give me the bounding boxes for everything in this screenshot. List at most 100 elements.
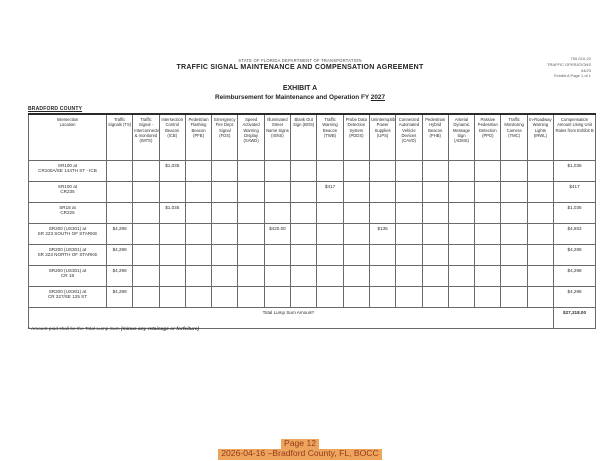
agreement-title: TRAFFIC SIGNAL MAINTENANCE AND COMPENSAT… [176, 64, 424, 71]
total-value-cell: $27,318.00 [553, 306, 597, 329]
device-amount-cell [342, 264, 370, 287]
device-amount-cell [211, 264, 239, 287]
device-amount-cell [158, 222, 186, 245]
doc-label-highlight: 2026-04-16 –Bradford County, FL, BOCC [218, 448, 382, 460]
header-device-1: Traffic Signal - Interconnected & monito… [132, 113, 160, 161]
header-compensation: Compensation Amount Using Unit Rates fro… [553, 113, 597, 161]
table-header-row: Intersection Location Traffic Signals (TS… [28, 113, 597, 161]
device-amount-cell [211, 201, 239, 224]
footnote-text: * Amount paid shall be the Total Lump Su… [28, 327, 121, 332]
device-amount-cell [368, 159, 397, 182]
device-amount-cell [526, 264, 555, 287]
footer-doc-line: 2026-04-16 –Bradford County, FL, BOCC [0, 443, 600, 461]
device-amount-cell [290, 222, 318, 245]
device-amount-cell [158, 264, 186, 287]
device-amount-cell [132, 222, 160, 245]
total-label-cell: Total Lump Sum Amount* [27, 306, 555, 329]
device-amount-cell [395, 159, 423, 182]
device-amount-cell [526, 201, 555, 224]
device-amount-cell: $4,298 [105, 243, 134, 266]
device-amount-cell [263, 285, 292, 308]
device-amount-cell [395, 264, 423, 287]
exhibit-title: EXHIBIT A [282, 85, 318, 92]
device-amount-cell [421, 285, 449, 308]
device-amount-cell [184, 201, 213, 224]
header-device-13: Arterial Dynamic Message Sign (ADMS) [447, 113, 476, 161]
device-amount-cell [500, 201, 528, 224]
device-amount-cell [368, 264, 397, 287]
device-amount-cell [395, 243, 423, 266]
total-row: Total Lump Sum Amount* $27,318.00 [27, 306, 597, 329]
device-amount-cell [184, 285, 213, 308]
device-amount-cell [211, 159, 239, 182]
device-amount-cell [474, 222, 502, 245]
header-device-7: Blank Out Sign (BOS) [290, 113, 318, 161]
device-amount-cell [237, 180, 265, 203]
device-amount-cell [474, 285, 502, 308]
page-number-highlight: Page 12 [280, 438, 320, 450]
device-amount-cell [290, 243, 318, 266]
device-amount-cell [526, 285, 555, 308]
device-amount-cell [474, 264, 502, 287]
device-amount-cell [105, 201, 134, 224]
device-amount-cell [263, 264, 292, 287]
device-amount-cell [500, 285, 528, 308]
device-amount-cell: $1,035 [158, 201, 186, 224]
device-amount-cell [368, 243, 397, 266]
intersection-location-cell: SR200 (US301) at SR 223 NORTH OF STARKE [28, 243, 107, 266]
device-amount-cell [474, 180, 502, 203]
device-amount-cell [132, 159, 160, 182]
header-device-6: Illuminated Street Name Signs (ISNS) [263, 113, 292, 161]
device-amount-cell [237, 159, 265, 182]
device-amount-cell [395, 285, 423, 308]
header-intersection-location: Intersection Location [28, 113, 107, 161]
device-amount-cell [395, 180, 423, 203]
compensation-cell: $4,298 [553, 243, 597, 266]
intersection-location-cell: SR200 (US301) at CR 227/SE 125 ST [28, 285, 107, 308]
device-amount-cell [368, 285, 397, 308]
device-amount-cell [526, 222, 555, 245]
device-amount-cell [421, 159, 449, 182]
compensation-cell: $417 [553, 180, 597, 203]
device-amount-cell: $420.00 [263, 222, 292, 245]
device-amount-cell [395, 201, 423, 224]
device-amount-cell [500, 222, 528, 245]
device-amount-cell [211, 180, 239, 203]
device-amount-cell [158, 243, 186, 266]
device-amount-cell [132, 243, 160, 266]
footnote: * Amount paid shall be the Total Lump Su… [28, 327, 199, 332]
device-amount-cell [158, 180, 186, 203]
device-amount-cell [421, 264, 449, 287]
header-device-5: Speed Activated Warning Display (SAWD) [237, 113, 265, 161]
device-amount-cell: $4,298 [105, 222, 134, 245]
table-row: SR200 (US301) at SR 223 NORTH OF STARKE $… [28, 243, 597, 266]
device-amount-cell [132, 285, 160, 308]
table-row: SR200 (US301) at SR 223 SOUTH OF STARKE $… [28, 222, 597, 245]
device-amount-cell: $4,298 [105, 264, 134, 287]
device-amount-cell: $417 [316, 180, 344, 203]
device-amount-cell [526, 180, 555, 203]
intersection-location-cell: SR100 at CR235 [28, 180, 107, 203]
device-amount-cell [184, 222, 213, 245]
device-amount-cell [290, 264, 318, 287]
device-amount-cell [211, 243, 239, 266]
device-amount-cell [342, 285, 370, 308]
table-row: SR100 at CR235 $417 $417 [28, 180, 597, 203]
device-amount-cell [447, 159, 476, 182]
county-label: BRADFORD COUNTY [28, 106, 83, 112]
compensation-cell: $1,035 [553, 159, 597, 182]
device-amount-cell [342, 201, 370, 224]
device-amount-cell [263, 180, 292, 203]
device-amount-cell [316, 285, 344, 308]
footer-page-line: Page 12 [0, 433, 600, 451]
device-amount-cell [184, 243, 213, 266]
device-amount-cell [211, 222, 239, 245]
device-amount-cell [316, 159, 344, 182]
device-amount-cell [263, 201, 292, 224]
device-amount-cell [237, 285, 265, 308]
device-amount-cell [342, 159, 370, 182]
device-amount-cell [447, 201, 476, 224]
footnote-emphasis: (minus any retainage or forfeiture) [120, 327, 200, 332]
device-amount-cell [368, 180, 397, 203]
device-amount-cell: $1,035 [158, 159, 186, 182]
